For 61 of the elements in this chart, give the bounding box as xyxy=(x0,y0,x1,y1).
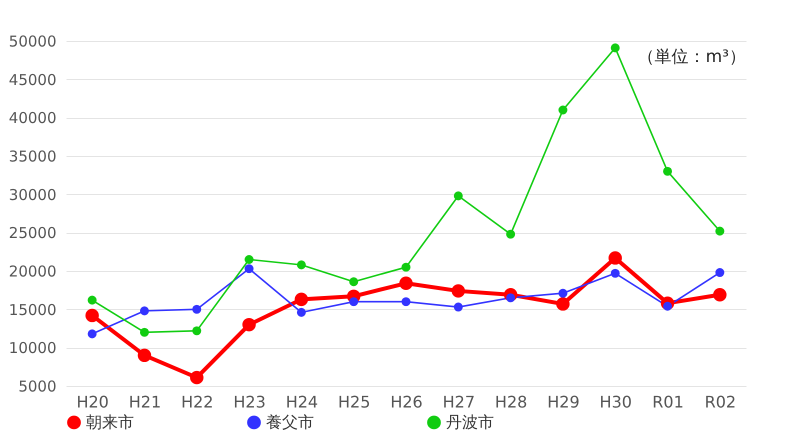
point xyxy=(242,318,256,332)
x-tick-label: H28 xyxy=(494,392,528,412)
y-tick-label: 40000 xyxy=(8,109,56,128)
y-tick-label: 25000 xyxy=(8,224,56,242)
point xyxy=(140,328,149,337)
point xyxy=(244,255,254,264)
x-tick-label: H22 xyxy=(181,392,214,412)
x-tick-label: H27 xyxy=(442,392,476,412)
point xyxy=(608,251,622,265)
point xyxy=(190,370,204,384)
x-tick-label: H23 xyxy=(233,392,266,412)
point xyxy=(558,288,568,298)
point xyxy=(88,329,97,338)
point xyxy=(192,304,202,314)
point xyxy=(244,264,254,274)
point xyxy=(294,292,308,306)
point xyxy=(192,326,202,336)
legend-label: 養父市 xyxy=(266,412,314,432)
annotation: （単位：m³） xyxy=(638,47,746,67)
x-tick-label: H26 xyxy=(390,392,423,412)
y-tick-label: 30000 xyxy=(8,186,56,204)
x-tick-label: H24 xyxy=(286,392,318,412)
x-tick-label: R02 xyxy=(704,392,736,412)
point xyxy=(138,348,152,362)
point xyxy=(399,276,413,290)
point xyxy=(296,308,306,317)
x-tick-label: H21 xyxy=(128,392,162,412)
point xyxy=(140,306,149,316)
x-tick-label: H25 xyxy=(338,392,370,412)
y-tick-label: 5000 xyxy=(18,378,56,396)
point xyxy=(610,43,620,52)
point xyxy=(556,297,570,311)
point xyxy=(715,226,724,236)
point xyxy=(452,284,466,298)
point xyxy=(85,308,99,322)
point xyxy=(558,106,568,114)
point xyxy=(506,230,516,239)
y-tick-label: 50000 xyxy=(8,32,56,50)
y-tick-label: 15000 xyxy=(8,300,56,319)
y-tick-label: 10000 xyxy=(8,339,56,358)
point xyxy=(610,268,620,278)
point xyxy=(349,297,358,306)
point xyxy=(713,288,727,302)
point xyxy=(454,302,463,312)
y-tick-label: 45000 xyxy=(8,70,56,89)
point xyxy=(454,191,463,200)
x-tick-label: R01 xyxy=(652,392,684,412)
point xyxy=(663,166,672,176)
x-tick-label: H30 xyxy=(600,392,632,412)
point xyxy=(402,262,410,272)
point xyxy=(88,296,97,305)
y-tick-label: 20000 xyxy=(8,262,56,280)
x-tick-label: H29 xyxy=(547,392,580,412)
point xyxy=(402,297,410,306)
legend-label: 丹波市 xyxy=(446,412,494,432)
legend-label: 朝来市 xyxy=(86,412,134,432)
x-tick-label: H20 xyxy=(76,392,109,412)
point xyxy=(296,260,306,270)
point xyxy=(715,268,724,277)
y-tick-label: 35000 xyxy=(8,148,56,166)
point xyxy=(349,277,358,286)
